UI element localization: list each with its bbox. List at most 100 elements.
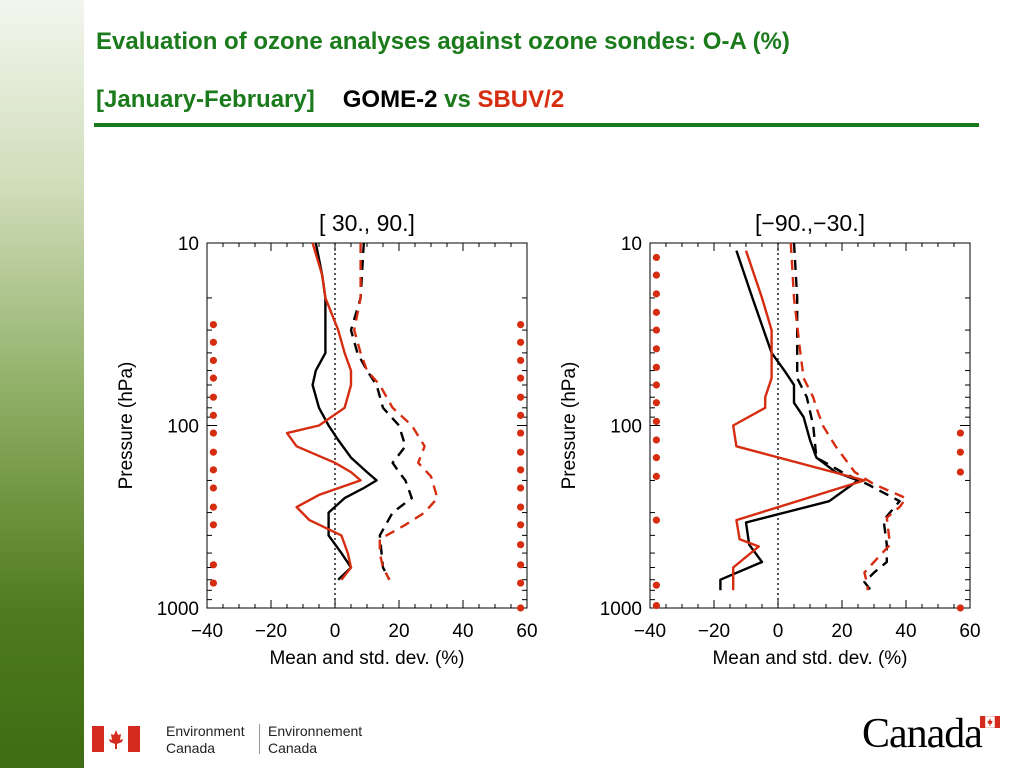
marker-point <box>209 429 217 437</box>
marker-point <box>517 484 525 492</box>
marker-point <box>209 503 217 511</box>
marker-point <box>209 338 217 346</box>
marker-point <box>652 308 661 316</box>
chart-title: [−90.,−30.] <box>755 210 865 236</box>
x-tick-label: −40 <box>634 621 666 642</box>
marker-point <box>209 321 217 329</box>
footer-dept-english: Environment Canada <box>166 723 245 757</box>
marker-point <box>209 393 217 401</box>
series-line-dashed-black <box>349 242 413 581</box>
canada-wordmark: Canada <box>862 711 983 757</box>
marker-point <box>652 601 661 610</box>
marker-point <box>517 466 525 474</box>
plot-frame <box>206 242 528 609</box>
marker-point <box>209 521 217 529</box>
chart-panel-2: −40 −20 0 20 40 60 10 100 1000 [−90.,−30.] Mean an… <box>559 210 981 669</box>
subtitle-gome: GOME-2 <box>342 86 438 113</box>
marker-point <box>517 338 525 346</box>
marker-point <box>652 417 661 426</box>
footer-dept-french: Environnement Canada <box>268 723 362 757</box>
marker-point <box>652 436 661 444</box>
marker-point <box>956 604 965 612</box>
marker-point <box>956 429 965 437</box>
marker-point <box>209 484 217 492</box>
marker-point <box>517 393 525 401</box>
x-tick-label: −40 <box>191 621 223 642</box>
marker-point <box>517 521 525 529</box>
y-tick-label: 1000 <box>600 599 642 620</box>
marker-point <box>517 356 525 365</box>
marker-point <box>517 541 525 549</box>
x-tick-label: 60 <box>516 621 537 642</box>
y-tick-label: 100 <box>167 417 199 438</box>
x-tick-label: 20 <box>831 621 852 642</box>
x-tick-label: 0 <box>773 621 784 642</box>
y-tick-label: 100 <box>610 417 642 438</box>
y-axis-label: Pressure (hPa) <box>116 362 137 490</box>
y-tick-label: 1000 <box>157 599 199 620</box>
marker-point <box>652 399 661 407</box>
footer-en-line2: Canada <box>166 740 216 756</box>
marker-point <box>209 356 217 365</box>
slide-subtitle: [January-February] GOME-2 vs SBUV/2 <box>96 86 564 114</box>
y-tick-label: 10 <box>178 234 199 255</box>
series-line-dashed-black <box>792 242 901 592</box>
chart-title: [ 30., 90.] <box>319 210 415 236</box>
title-divider <box>94 123 979 127</box>
series-line-dashed-red <box>353 243 439 581</box>
chart-panel-1: −40 −20 0 20 40 60 10 100 1000 [ 30., 90.] Mean an… <box>116 210 538 669</box>
x-tick-label: −20 <box>698 621 730 642</box>
marker-point <box>652 253 661 262</box>
series-line-solid-red <box>732 250 866 591</box>
footer-fr-line2: Canada <box>268 740 318 756</box>
marker-point <box>517 448 525 456</box>
marker-point <box>652 516 661 524</box>
marker-point <box>517 321 525 329</box>
marker-point <box>517 374 525 382</box>
footer-fr-line1: Environnement <box>268 723 363 739</box>
marker-point <box>652 363 661 371</box>
subtitle-vs: vs <box>444 86 471 113</box>
x-tick-label: 0 <box>330 621 341 642</box>
marker-point <box>517 604 525 612</box>
x-tick-label: −20 <box>255 621 287 642</box>
slide-title: Evaluation of ozone analyses against ozo… <box>96 28 790 55</box>
x-tick-label: 40 <box>895 621 916 642</box>
marker-point <box>517 579 525 587</box>
marker-point <box>652 326 661 334</box>
marker-point <box>652 472 661 480</box>
marker-point <box>209 579 217 587</box>
sidebar-gradient <box>0 0 84 768</box>
series-line-dashed-red <box>789 242 908 591</box>
subtitle-sbuv: SBUV/2 <box>477 86 565 113</box>
subtitle-period: [January-February] <box>96 86 315 113</box>
y-axis-label: Pressure (hPa) <box>559 362 580 490</box>
footer-divider <box>259 724 260 754</box>
plot-frame <box>649 242 971 609</box>
marker-point <box>956 448 965 456</box>
marker-point <box>209 561 217 569</box>
footer-en-line1: Environment <box>166 723 245 739</box>
marker-point <box>652 581 661 589</box>
x-axis-label: Mean and std. dev. (%) <box>712 648 907 669</box>
marker-point <box>517 561 525 569</box>
x-tick-label: 40 <box>452 621 473 642</box>
series-line-solid-black <box>311 242 378 581</box>
marker-point <box>652 381 661 389</box>
wordmark-flag-icon <box>980 716 1000 728</box>
marker-point <box>517 411 525 419</box>
marker-point <box>517 503 525 511</box>
y-tick-label: 10 <box>621 234 642 255</box>
canada-flag-icon <box>92 722 152 756</box>
marker-point <box>652 454 661 462</box>
marker-point <box>956 468 965 476</box>
marker-point <box>652 290 661 298</box>
marker-point <box>652 345 661 353</box>
marker-point <box>652 271 661 279</box>
x-axis-label: Mean and std. dev. (%) <box>269 648 464 669</box>
marker-point <box>209 411 217 419</box>
series-line-solid-red <box>285 242 362 581</box>
marker-point <box>209 374 217 382</box>
marker-point <box>209 466 217 474</box>
